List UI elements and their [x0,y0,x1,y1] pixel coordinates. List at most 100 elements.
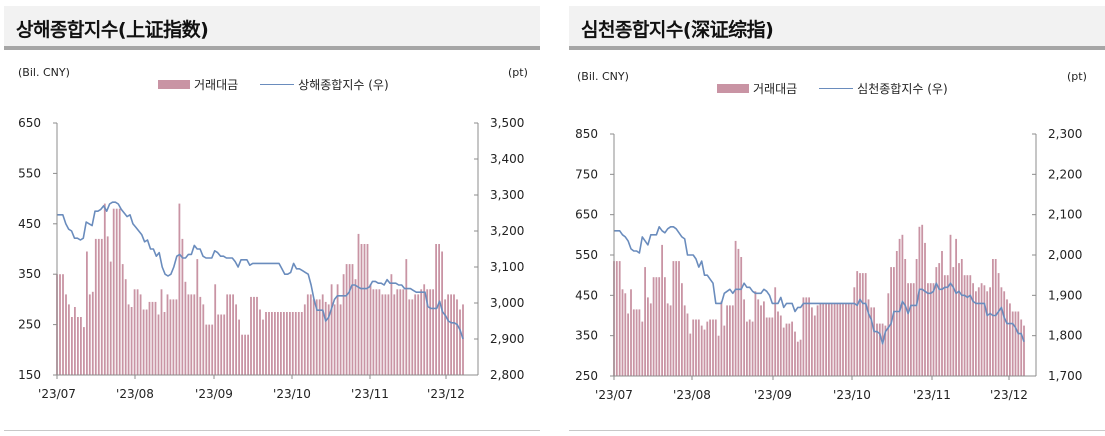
volume-bar [300,312,303,375]
volume-bar [830,303,833,376]
volume-bar [312,299,315,375]
left-y-tick-label: 650 [18,116,41,130]
volume-bar [632,309,635,376]
volume-bar [638,309,641,376]
volume-bar [992,259,994,376]
volume-bar [333,304,336,375]
volume-bar [250,296,252,375]
volume-bar [357,233,360,375]
volume-bar [740,257,743,376]
volume-bar [819,303,822,376]
right-y-tick-label: 1,700 [1048,369,1082,383]
volume-bar [259,309,261,375]
legend-item-volume: 거래대금 [717,80,797,97]
title-divider [4,46,540,50]
volume-bar [808,297,810,376]
volume-bar [238,319,240,375]
volume-bar [700,325,703,376]
x-tick-label: '23/08 [116,387,154,401]
volume-bar [647,297,649,376]
volume-bar [943,275,946,376]
volume-bar [354,279,357,375]
volume-bar [396,289,399,375]
volume-bar [169,299,172,375]
right-y-tick-label: 1,800 [1048,329,1082,343]
volume-bar [187,294,190,375]
volume-bar [972,283,974,376]
volume-bar [861,273,864,376]
volume-bar [726,305,728,376]
volume-bar [181,238,184,375]
volume-bar [459,309,461,375]
volume-bar [277,312,279,375]
volume-bar [202,304,205,375]
right-axis-unit: (pt) [508,66,528,79]
volume-bar [966,275,969,376]
volume-bar [729,305,731,376]
chart-title: 상해종합지수(上证指数) [16,19,209,41]
volume-bar [658,277,661,376]
volume-bar [321,294,324,375]
volume-bar [172,299,175,375]
volume-bar [136,289,139,375]
x-tick-label: '23/11 [913,388,951,402]
volume-bar [315,299,318,375]
volume-bar [62,274,64,375]
volume-bar [366,244,369,375]
volume-bar [133,289,136,375]
volume-bar [859,273,861,376]
right-y-tick-label: 3,000 [490,296,524,310]
legend: 거래대금 상해종합지수 (우) [158,76,405,93]
volume-bar [393,294,396,375]
volume-bar [74,307,76,375]
left-y-tick-label: 850 [575,127,598,141]
volume-bar [289,312,291,375]
volume-bar [372,289,375,375]
volume-bar [166,294,169,375]
volume-bar [151,301,154,375]
volume-bar [980,283,983,376]
volume-bar [139,294,142,375]
volume-bar [630,289,632,376]
x-tick-label: '23/07 [38,387,76,401]
volume-bar [214,284,217,375]
volume-bar [853,287,856,376]
index-line [614,226,1025,345]
volume-bar [345,264,348,375]
volume-bar [666,303,669,376]
volume-bar [754,291,757,376]
volume-bar [751,321,754,376]
volume-bar [960,259,963,376]
volume-bar [318,299,321,375]
volume-bar [235,304,237,375]
volume-bar [253,296,255,375]
volume-bar [952,267,955,376]
volume-bar [208,324,211,375]
volume-bar [782,327,785,376]
volume-bar [791,321,793,376]
shanghai-chart-panel: 상해종합지수(上证指数) (Bil. CNY) (pt) 거래대금 상해종합지수… [0,0,540,436]
volume-bar [378,289,381,375]
volume-bar [59,274,61,375]
volume-bar [363,244,366,375]
volume-bar [462,304,464,375]
volume-bar [655,277,658,376]
volume-bar [714,319,717,376]
volume-bar [825,303,827,376]
volume-bar [802,297,805,376]
volume-bar [324,301,327,375]
volume-bar [342,274,345,375]
volume-bar [450,294,452,375]
left-y-tick-label: 450 [575,288,598,302]
volume-bar [387,294,390,375]
volume-bar [157,314,160,375]
volume-bar [893,267,895,376]
volume-bar [274,312,276,375]
title-bar: 심천종합지수(深证综指) [569,6,1105,46]
volume-bar [91,291,94,375]
volume-bar [256,296,258,375]
title-bar: 상해종합지수(上证指数) [4,6,540,46]
x-tick-label: '23/11 [351,387,389,401]
right-y-tick-label: 2,000 [1048,248,1082,262]
volume-bar [309,294,312,375]
